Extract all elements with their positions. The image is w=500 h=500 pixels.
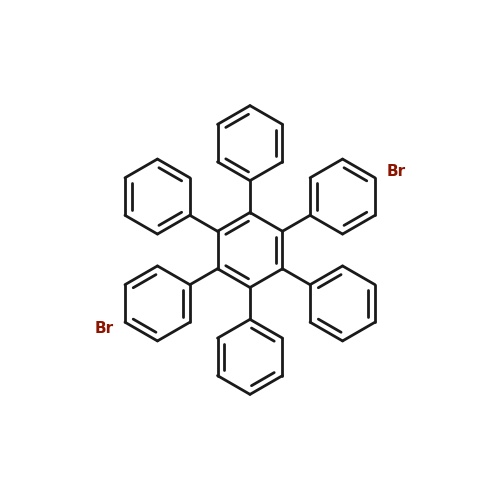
Text: Br: Br	[94, 321, 114, 336]
Text: Br: Br	[386, 164, 406, 179]
